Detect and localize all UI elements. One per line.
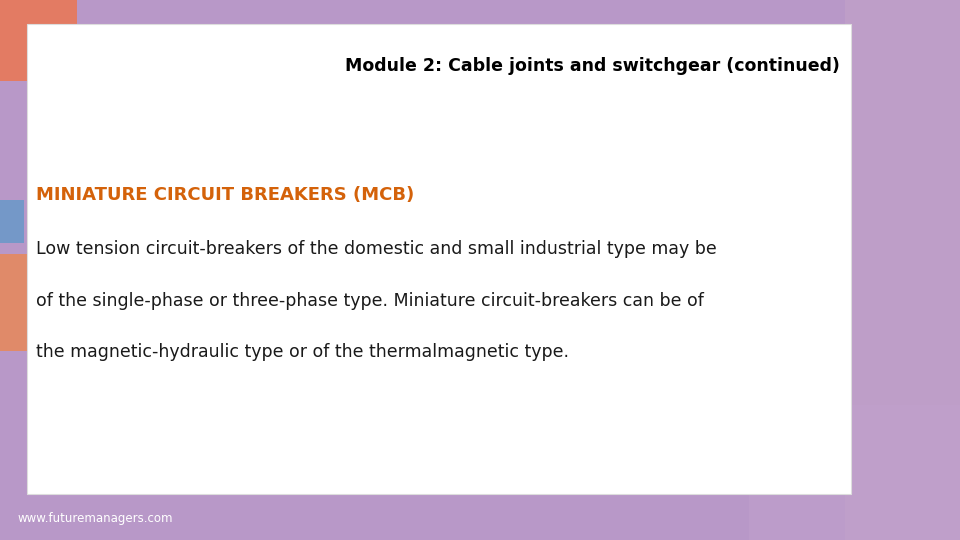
Text: www.futuremanagers.com: www.futuremanagers.com [17, 512, 173, 525]
Text: Low tension circuit-breakers of the domestic and small industrial type may be: Low tension circuit-breakers of the dome… [36, 240, 717, 258]
Text: of the single-phase or three-phase type. Miniature circuit-breakers can be of: of the single-phase or three-phase type.… [36, 292, 705, 309]
Text: MINIATURE CIRCUIT BREAKERS (MCB): MINIATURE CIRCUIT BREAKERS (MCB) [36, 186, 415, 204]
FancyBboxPatch shape [749, 405, 960, 540]
FancyBboxPatch shape [845, 0, 960, 540]
FancyBboxPatch shape [27, 24, 851, 494]
FancyBboxPatch shape [0, 0, 77, 81]
Text: the magnetic-hydraulic type or of the thermalmagnetic type.: the magnetic-hydraulic type or of the th… [36, 343, 569, 361]
Text: Module 2: Cable joints and switchgear (continued): Module 2: Cable joints and switchgear (c… [346, 57, 840, 75]
FancyBboxPatch shape [0, 200, 24, 243]
FancyBboxPatch shape [0, 254, 29, 351]
